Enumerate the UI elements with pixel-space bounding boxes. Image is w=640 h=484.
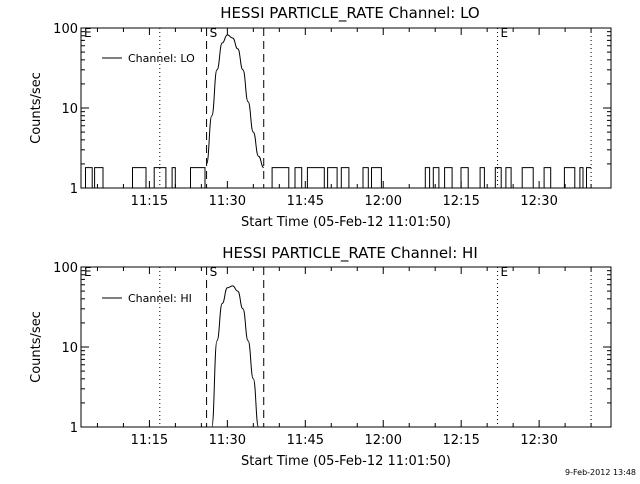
chart-title: HESSI PARTICLE_RATE Channel: HI [222,244,478,263]
y-tick-label: 1 [70,182,78,197]
legend-label: Channel: HI [128,292,192,305]
x-axis-label: Start Time (05-Feb-12 11:01:50) [241,215,451,230]
series-line-hi [211,285,259,428]
x-tick-label: 11:45 [287,433,324,448]
x-tick-label: 12:15 [442,194,479,209]
x-tick-label: 11:30 [209,194,246,209]
x-tick-label: 12:30 [520,194,557,209]
footer-timestamp: 9-Feb-2012 13:48 [565,468,636,477]
hi-channel-panel: HESSI PARTICLE_RATE Channel: HI Counts/s… [29,244,612,469]
y-tick-label: 10 [61,341,78,356]
segment-marker: E [501,26,509,40]
segment-marker: E [84,265,92,279]
x-tick-label: 12:00 [365,194,402,209]
segment-marker: E [501,265,509,279]
segment-marker: S [210,26,218,40]
y-tick-label: 100 [53,261,78,276]
y-axis-label: Counts/sec [29,311,44,383]
y-tick-label: 10 [61,102,78,117]
legend-label: Channel: LO [128,52,195,65]
background-flicker [263,167,592,189]
x-tick-label: 11:30 [209,433,246,448]
x-tick-label: 12:15 [442,433,479,448]
lo-channel-panel: HESSI PARTICLE_RATE Channel: LO Counts/s… [29,4,612,230]
x-tick-label: 12:30 [520,433,557,448]
x-axis-label: Start Time (05-Feb-12 11:01:50) [241,454,451,469]
y-axis-label: Counts/sec [29,72,44,144]
x-tick-label: 12:00 [365,433,402,448]
x-tick-label: 11:15 [131,194,168,209]
series-line-lo [206,34,264,169]
segment-marker: E [84,26,92,40]
segment-marker: S [210,265,218,279]
background-flicker [81,167,207,189]
x-tick-label: 11:45 [287,194,324,209]
chart-title: HESSI PARTICLE_RATE Channel: LO [220,4,479,23]
y-tick-label: 1 [70,421,78,436]
x-tick-label: 11:15 [131,433,168,448]
y-tick-label: 100 [53,22,78,37]
